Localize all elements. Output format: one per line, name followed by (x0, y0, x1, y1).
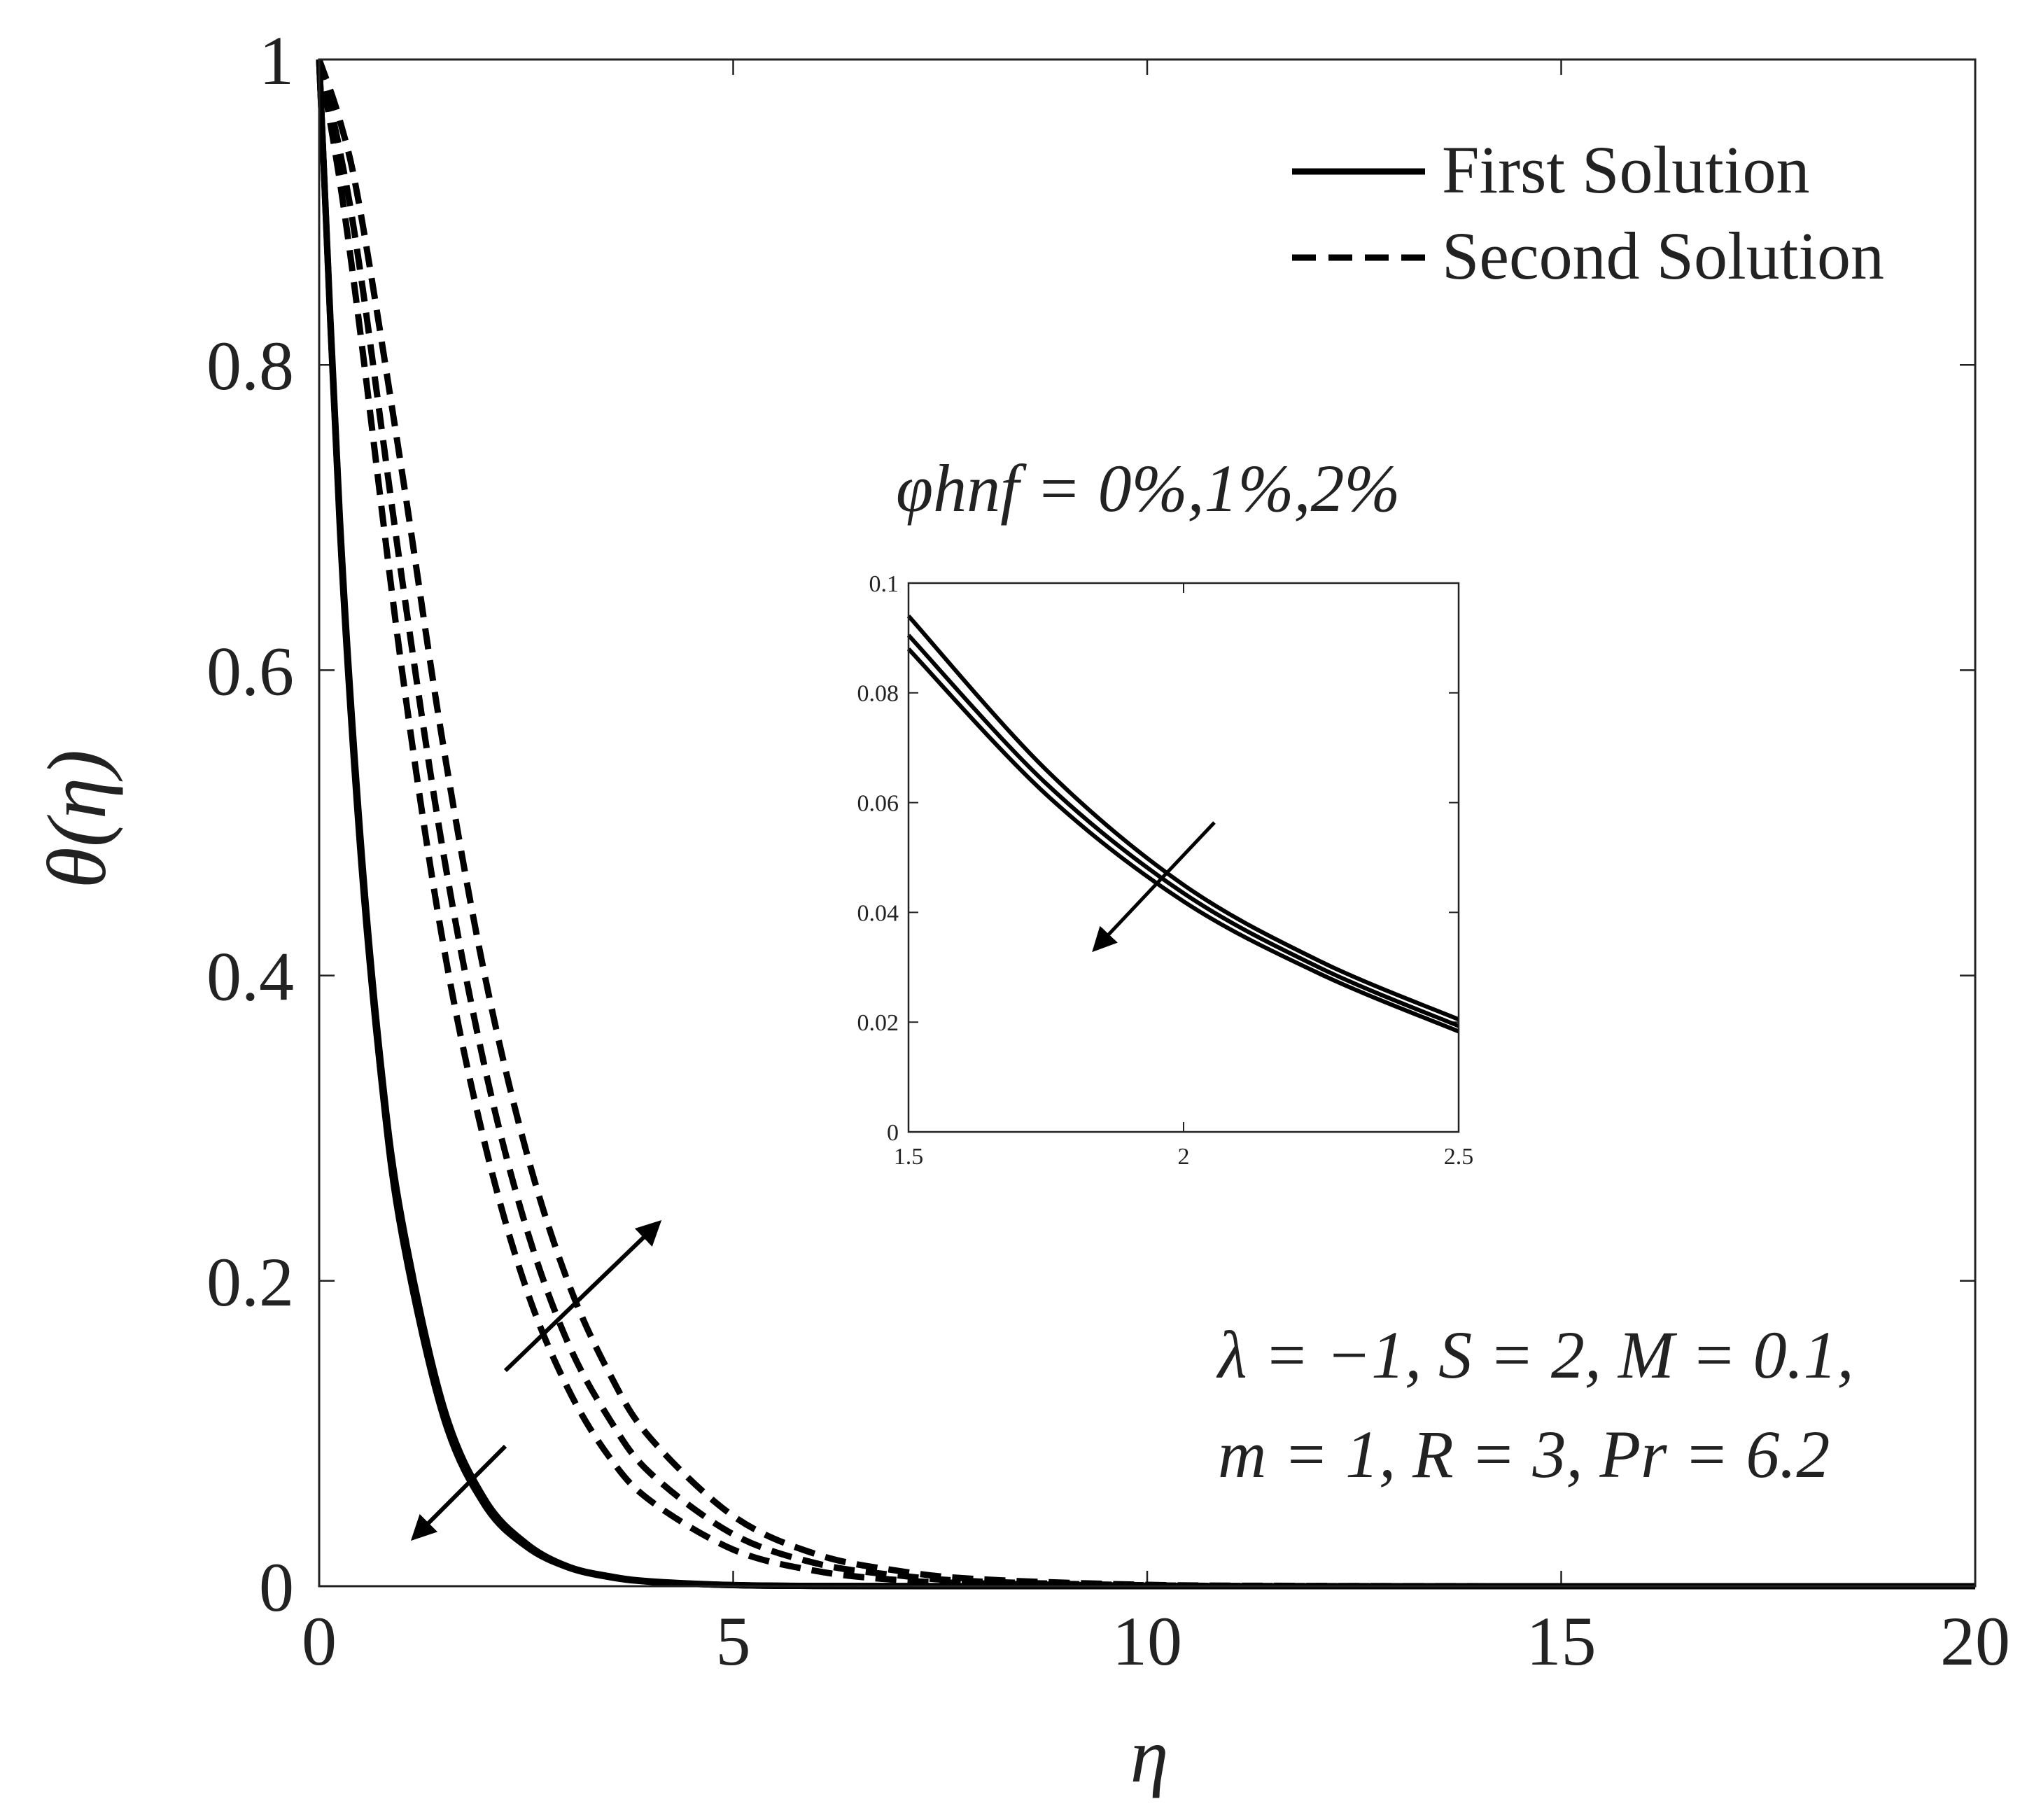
x-axis-label: η (1130, 1713, 1169, 1798)
main-y-tick-label-0-6: 0.6 (206, 632, 294, 710)
legend: First Solution Second Solution (1292, 132, 1884, 293)
legend-second-solution-label: Second Solution (1442, 218, 1884, 293)
y-axis-label: θ(η) (30, 750, 123, 888)
inset-plot-frame (907, 582, 1460, 1133)
inset-x-tick-label-1-5: 1.5 (894, 1144, 924, 1170)
inset-series-group (906, 614, 1460, 1034)
inset-tick-labels: 1.5 2 2.5 0 0.02 0.04 0.06 0.08 0.1 (857, 571, 1474, 1170)
inset-y-tick-label-0-04: 0.04 (857, 900, 899, 926)
inset-y-tick-label-0-02: 0.02 (857, 1010, 899, 1036)
inset-series-hnf-0 (906, 614, 1460, 1022)
inset-x-tick-label-2: 2 (1178, 1144, 1190, 1170)
inset-y-tick-label-0-06: 0.06 (857, 791, 899, 817)
conditions-line-2: m = 1, R = 3, Pr = 6.2 (1218, 1417, 1830, 1492)
conditions-line-1: λ = −1, S = 2, M = 0.1, (1216, 1317, 1854, 1392)
main-y-tick-label-0-8: 0.8 (206, 327, 294, 405)
main-plot-frame (318, 58, 1977, 1588)
main-x-tick-label-20: 20 (1940, 1602, 2010, 1680)
main-series-second-solution-hnf-1 (316, 59, 1975, 1590)
inset-x-tick-label-2-5: 2.5 (1444, 1144, 1474, 1170)
main-x-tick-label-5: 5 (716, 1602, 751, 1680)
inset-trend-arrow (1092, 821, 1216, 953)
legend-first-solution-label: First Solution (1442, 132, 1809, 207)
main-y-tick-label-0-2: 0.2 (206, 1243, 294, 1321)
main-x-tick-label-10: 10 (1112, 1602, 1182, 1680)
phi-parameter-label: φhnf = 0%,1%,2% (896, 451, 1400, 526)
inset-series-hnf-2 (906, 648, 1460, 1034)
main-y-tick-label-0-4: 0.4 (206, 938, 294, 1016)
second-solution-trend-arrow (503, 1220, 662, 1373)
inset-y-tick-label-0: 0 (887, 1120, 899, 1146)
main-y-tick-label-0: 0 (259, 1548, 294, 1626)
main-x-tick-label-0: 0 (302, 1602, 337, 1680)
inset-y-tick-label-0-1: 0.1 (869, 571, 899, 597)
main-y-tick-label-1: 1 (259, 22, 294, 99)
first-solution-trend-arrow (410, 1444, 507, 1541)
main-x-tick-label-15: 15 (1527, 1602, 1597, 1680)
inset-y-tick-label-0-08: 0.08 (857, 681, 899, 707)
inset-series-hnf-1 (906, 634, 1460, 1028)
